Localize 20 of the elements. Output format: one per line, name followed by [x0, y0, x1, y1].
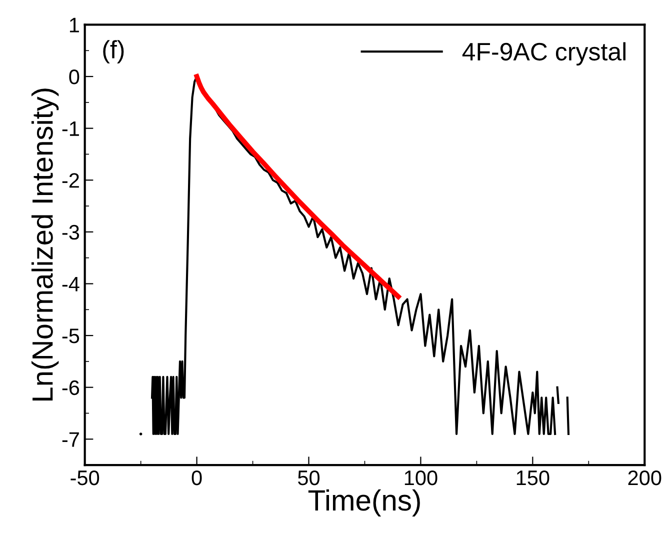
- line-series: [194, 74, 401, 300]
- x-tick-label: -50: [70, 470, 100, 486]
- x-tick-label: 50: [298, 470, 320, 486]
- x-axis-title: Time(ns): [308, 489, 420, 516]
- legend-label: 4F-9AC crystal: [462, 42, 626, 66]
- y-tick-label: -1: [62, 122, 79, 136]
- x-tick-label: 150: [516, 470, 550, 486]
- y-tick-label: -2: [62, 173, 79, 188]
- y-tick-label: -3: [62, 224, 80, 240]
- y-tick-label: 1: [70, 18, 79, 32]
- y-tick-label: -6: [62, 380, 80, 396]
- y-tick-label: 0: [69, 70, 80, 84]
- y-tick-label: -5: [62, 328, 80, 344]
- y-tick-label: -7: [62, 432, 79, 447]
- annotation: (f): [103, 40, 124, 64]
- y-tick-label: -4: [62, 276, 80, 292]
- y-axis-title: Ln(Normalized Intensity): [31, 88, 59, 401]
- x-tick-label: 100: [404, 470, 438, 486]
- x-tick-label: 0: [192, 470, 202, 486]
- x-tick-label: 200: [628, 470, 662, 486]
